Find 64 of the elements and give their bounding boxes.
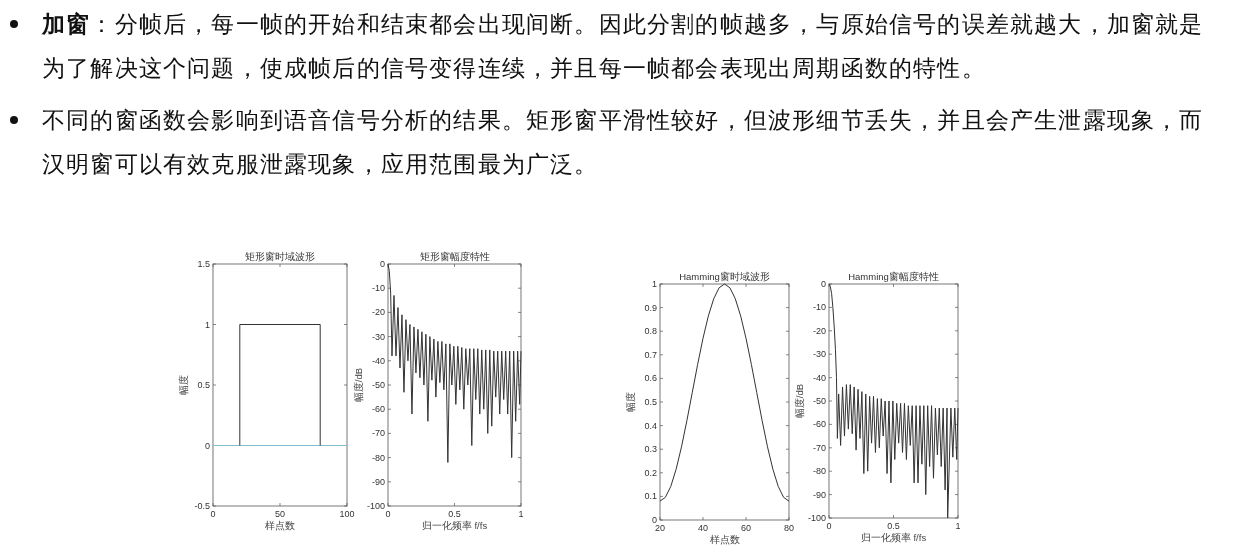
chart-title: Hamming窗幅度特性	[848, 271, 939, 282]
y-tick-label: 0.6	[644, 373, 657, 384]
y-tick-label: -90	[371, 476, 385, 487]
x-tick-label: 1	[518, 509, 524, 519]
y-tick-label: -70	[812, 442, 826, 453]
x-tick-label: 1	[955, 521, 961, 531]
line-series	[387, 263, 522, 463]
y-tick-label: -100	[807, 513, 826, 523]
y-axis-title: 幅度/dB	[794, 383, 805, 419]
y-tick-label: 0	[379, 259, 385, 269]
y-tick-label: 0.5	[644, 397, 657, 407]
y-tick-label: 0.3	[644, 444, 657, 455]
line-series	[828, 283, 959, 519]
x-tick-label: 0.5	[448, 509, 461, 519]
y-tick-label: -100	[366, 501, 385, 511]
y-tick-label: -50	[371, 380, 385, 390]
y-tick-label: 1.5	[197, 259, 210, 269]
y-tick-label: 0.5	[197, 380, 210, 390]
y-axis-title: 幅度	[625, 392, 636, 412]
x-tick-label: 100	[339, 509, 355, 519]
y-tick-label: -20	[812, 325, 826, 336]
y-tick-label: -70	[371, 428, 385, 439]
y-tick-label: -10	[371, 283, 385, 294]
y-tick-label: 0	[204, 440, 210, 451]
y-tick-label: -80	[371, 452, 385, 463]
y-tick-label: -50	[812, 396, 826, 406]
x-tick-label: 80	[783, 523, 795, 533]
y-tick-label: 1	[651, 279, 657, 289]
x-tick-label: 60	[740, 523, 752, 533]
text: 加窗：分帧后，每一帧的开始和结束都会出现间断。因此分割的帧越多，与原始信号的误差就越大，加窗就是为了解决这个问题，使成帧后的信号变得连续，并且每一帧都会表现出周期函数的特性。	[42, 11, 1204, 81]
y-tick-label: -80	[812, 466, 826, 477]
text: 不同的窗函数会影响到语音信号分析的结果。矩形窗平滑性较好，但波形细节丢失，并且会产生泄露现象，而汉明窗可以有效克服泄露现象，应用范围最为广泛。	[42, 107, 1204, 177]
chart-title: 矩形窗幅度特性	[419, 251, 490, 262]
y-axis-title: 幅度	[178, 375, 189, 395]
y-tick-label: 0.1	[644, 491, 657, 502]
x-tick-label: 50	[274, 509, 286, 519]
y-tick-label: -40	[371, 355, 385, 366]
y-tick-label: -10	[812, 302, 826, 313]
x-axis-title: 样点数	[265, 520, 295, 531]
y-axis-title: 幅度/dB	[353, 367, 364, 403]
x-tick-label: 40	[697, 523, 709, 533]
y-tick-label: 0.4	[644, 420, 657, 431]
y-tick-label: 1	[204, 319, 210, 330]
x-tick-label: 20	[654, 523, 666, 533]
y-tick-label: -30	[812, 349, 826, 360]
y-tick-label: 0	[820, 279, 826, 289]
y-tick-label: 0.2	[644, 467, 657, 478]
x-axis-title: 归一化频率 f/fs	[421, 520, 488, 531]
chart-title: Hamming窗时域波形	[679, 271, 770, 282]
y-tick-label: -60	[812, 419, 826, 430]
y-tick-label: -20	[371, 307, 385, 318]
y-tick-label: -30	[371, 331, 385, 342]
line-series	[659, 283, 790, 502]
y-tick-label: 0.7	[644, 349, 657, 360]
chart-title: 矩形窗时域波形	[245, 251, 315, 262]
y-tick-label: -0.5	[194, 501, 210, 511]
x-tick-label: 0.5	[887, 521, 900, 531]
x-axis-title: 归一化频率 f/fs	[860, 532, 927, 543]
y-tick-label: 0.9	[644, 302, 657, 313]
x-axis-title: 样点数	[709, 534, 740, 545]
y-tick-label: -90	[812, 489, 826, 500]
y-tick-label: -40	[812, 372, 826, 383]
y-tick-label: -60	[371, 404, 385, 415]
y-tick-label: 0.8	[644, 326, 657, 337]
